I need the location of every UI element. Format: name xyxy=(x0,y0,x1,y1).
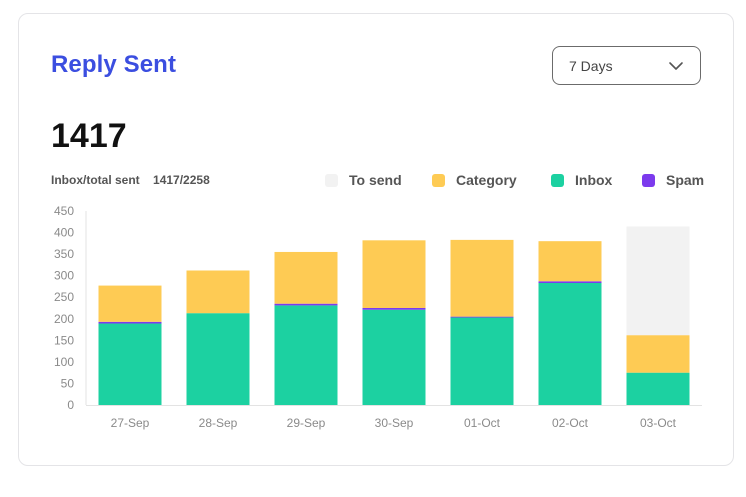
bar-inbox xyxy=(362,309,426,405)
legend-swatch-spam xyxy=(642,173,655,187)
bar-category xyxy=(626,335,690,373)
y-tick-label: 150 xyxy=(54,333,74,347)
bar-spam xyxy=(274,303,338,306)
x-tick-label: 01-Oct xyxy=(464,416,501,430)
bar-inbox xyxy=(98,323,162,405)
inbox-total-sent-value: 1417/2258 xyxy=(153,173,210,187)
bar-spam xyxy=(362,308,426,310)
bar-category xyxy=(98,285,162,322)
legend-item-category[interactable]: Category xyxy=(432,172,517,188)
bar-category xyxy=(362,240,426,308)
inbox-total-sent: Inbox/total sent 1417/2258 xyxy=(51,173,210,187)
y-tick-label: 50 xyxy=(61,376,75,390)
x-tick-label: 29-Sep xyxy=(287,416,326,430)
legend-swatch-to-send xyxy=(325,173,338,187)
bar-spam xyxy=(450,316,514,318)
x-tick-label: 03-Oct xyxy=(640,416,677,430)
legend-item-to-send[interactable]: To send xyxy=(325,172,402,188)
y-tick-label: 250 xyxy=(54,290,74,304)
legend-item-spam[interactable]: Spam xyxy=(642,172,704,188)
bar-category xyxy=(274,251,338,304)
y-tick-label: 0 xyxy=(67,398,74,412)
y-tick-label: 450 xyxy=(54,204,74,218)
legend-swatch-inbox xyxy=(551,173,564,187)
x-tick-label: 28-Sep xyxy=(199,416,238,430)
legend-label-spam: Spam xyxy=(666,172,705,188)
bar-category xyxy=(186,270,250,314)
bar-category xyxy=(538,241,602,282)
card-title: Reply Sent xyxy=(51,51,177,78)
chevron-down-icon xyxy=(669,62,683,70)
bar-inbox xyxy=(450,317,514,405)
bar-inbox xyxy=(186,313,250,405)
bar-inbox xyxy=(274,305,338,405)
legend-label-to-send: To send xyxy=(349,172,402,188)
x-tick-label: 02-Oct xyxy=(552,416,589,430)
y-tick-label: 200 xyxy=(54,312,74,326)
bar-category xyxy=(450,239,514,317)
legend-label-inbox: Inbox xyxy=(575,172,613,188)
legend-swatch-category xyxy=(432,173,445,187)
bar-inbox xyxy=(538,282,602,405)
bar-to-send xyxy=(626,226,690,336)
bar-inbox xyxy=(626,372,690,405)
inbox-total-sent-label: Inbox/total sent xyxy=(51,173,140,187)
x-tick-label: 27-Sep xyxy=(111,416,150,430)
y-tick-label: 350 xyxy=(54,247,74,261)
total-replies-value: 1417 xyxy=(51,117,127,155)
bar-spam xyxy=(538,281,602,283)
bar-spam xyxy=(98,321,162,324)
y-tick-label: 100 xyxy=(54,355,74,369)
legend-label-category: Category xyxy=(456,172,517,188)
legend-item-inbox[interactable]: Inbox xyxy=(551,172,612,188)
y-tick-label: 400 xyxy=(54,226,74,240)
period-select[interactable]: 7 Days xyxy=(552,46,701,85)
x-tick-label: 30-Sep xyxy=(375,416,414,430)
y-tick-label: 300 xyxy=(54,269,74,283)
period-select-value: 7 Days xyxy=(569,58,613,74)
